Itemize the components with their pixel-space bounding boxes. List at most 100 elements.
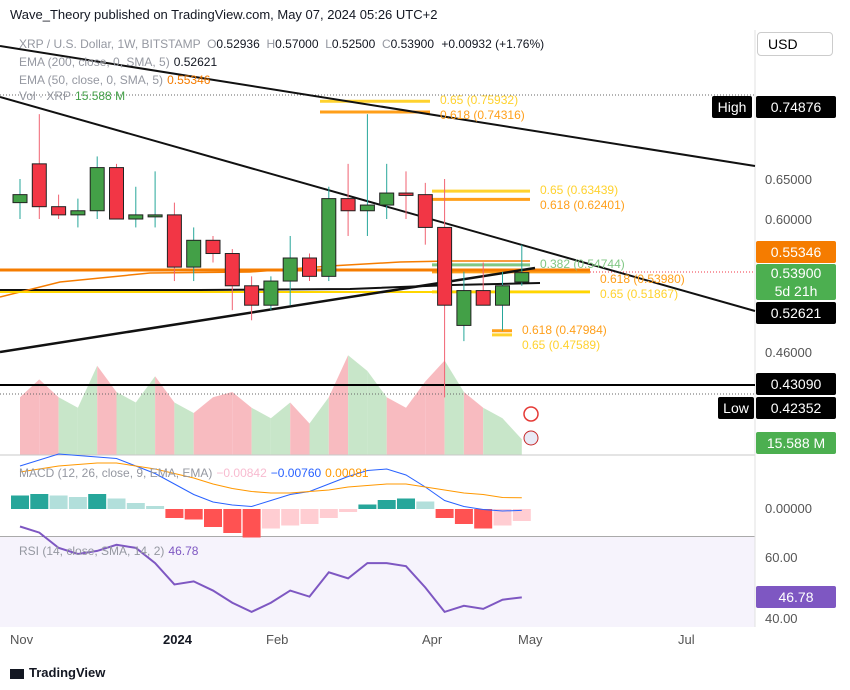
candle-body [495,285,510,306]
rsi-line [19,525,522,614]
candle-body [51,206,67,216]
macd-histogram-bar [493,509,512,526]
volume-segment [444,360,464,455]
macd-histogram-bar [319,509,338,518]
signal-line [19,462,522,499]
candle-body [417,194,433,228]
time-tick: May [518,632,543,647]
rsi-pane-lines [19,525,522,614]
volume-segment [309,397,329,455]
symbol-legend: XRP / U.S. Dollar, 1W, BITSTAMP O0.52936… [19,37,545,51]
volume-segment [348,355,368,455]
rsi-tick: 40.00 [765,611,798,626]
macd-pane [11,453,531,538]
volume-segment [116,392,136,455]
volume-segment [328,355,349,455]
macd-histogram-bar [126,503,145,509]
macd-histogram-bar [512,509,531,521]
ema200-legend[interactable]: EMA (200, close, 0, SMA, 5) 0.52621 [19,55,218,69]
candle-body [282,257,298,282]
ema200-line [0,282,541,291]
macd-histogram-bar [30,494,49,509]
time-tick: Feb [266,632,289,647]
symbol-name: XRP / U.S. Dollar, 1W, BITSTAMP [19,37,201,51]
price-tick: 0.65000 [765,172,812,187]
ema200-value: 0.52621 [173,55,218,69]
time-tick: Jul [678,632,695,647]
candle-body [398,192,414,196]
volume-segment [251,407,271,455]
candle-body [263,280,279,306]
change-value: +0.00932 (+1.76%) [441,37,545,51]
macd-histogram-bar [11,495,29,509]
rsi-price-label: 46.78 [756,586,836,608]
rsi-pane [0,537,755,627]
publisher-header: Wave_Theory published on TradingView.com… [10,7,438,22]
volume-segment [232,392,252,455]
fib-label: 0.618 (0.47984) [522,322,607,337]
volume-segment [174,402,194,455]
candle-body [475,290,491,306]
candle-body [302,257,317,277]
ema50-legend[interactable]: EMA (50, close, 0, SMA, 5) 0.55346 [19,73,211,87]
volume-price-label: 15.588 M [756,432,836,454]
rsi-legend[interactable]: RSI (14, close, SMA, 14, 2) 46.78 [19,544,199,558]
price-tick: 0.60000 [765,212,812,227]
macd-histogram-bar [339,509,358,512]
ema50-price-label: 0.55346 [756,241,836,263]
volume-segment [425,360,445,455]
us-flag-icon[interactable] [523,430,539,446]
volume-legend[interactable]: Vol · XRP 15.588 M [19,89,126,103]
candle-body [166,214,182,268]
high-label: High [712,96,752,118]
macd-histogram-bar [68,497,87,509]
macd-histogram-bar [223,509,242,533]
bar-countdown: 5d 21h [774,283,818,299]
macd-value: −0.00760 [270,466,322,480]
tradingview-logo[interactable]: TradingView [10,665,105,680]
candle-body [147,214,163,218]
fib-label: 0.65 (0.75932) [440,93,519,108]
candle-body [109,167,124,220]
macd-histogram-bar [300,509,319,524]
high-value: 0.57000 [275,37,319,51]
volume-segment [502,418,522,455]
macd-histogram-bar [454,509,473,524]
macd-legend[interactable]: MACD (12, 26, close, 9, EMA, EMA) −0.0084… [19,466,369,480]
macd-histogram-bar [146,506,165,509]
macd-histogram-bar [474,509,493,529]
macd-histogram-bar [88,494,107,509]
fib-label: 0.65 (0.63439) [540,183,619,198]
close-price-label: 0.53900 5d 21h [756,264,836,300]
rsi-tick: 60.00 [765,550,798,565]
currency-selector[interactable]: USD [757,32,833,56]
macd-tick: 0.00000 [765,501,812,516]
ema50-value: 0.55346 [167,73,211,87]
volume-value: 15.588 M [75,89,126,103]
volume-segment [367,371,387,455]
candles [12,114,530,398]
event-icon[interactable] [523,406,539,422]
fib-levels [320,99,590,337]
candle-body [224,253,240,287]
fib-label: 0.618 (0.62401) [540,198,625,213]
candle-body [340,198,356,212]
ema200-price-label: 0.52621 [756,302,836,324]
macd-histogram-bar [165,509,184,518]
volume-segment [58,397,78,455]
fib-label: 0.618 (0.53980) [600,271,685,286]
volume-segment [213,392,233,455]
macd-histogram-bar [358,504,377,509]
macd-histogram-bar [261,509,280,529]
candle-body [89,167,105,212]
volume-segment [386,397,406,455]
candle-body [321,198,337,277]
low-label: Low [718,397,754,419]
high-price-label: 0.74876 [756,96,836,118]
support-price-label: 0.43090 [756,373,836,395]
macd-line [19,453,522,512]
volume-segment [290,402,310,455]
low-price-label: 0.42352 [756,397,836,419]
macd-histogram-bar [377,500,396,509]
